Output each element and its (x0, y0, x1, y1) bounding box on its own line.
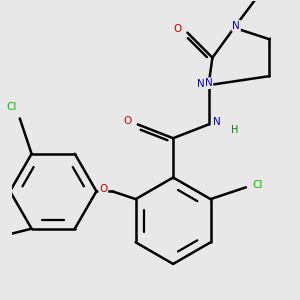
Text: Cl: Cl (7, 102, 17, 112)
Text: N: N (232, 21, 240, 31)
Text: N: N (214, 118, 221, 128)
Text: N: N (205, 78, 212, 88)
Text: O: O (173, 24, 182, 34)
Text: O: O (99, 184, 107, 194)
Text: H: H (231, 125, 239, 135)
Text: O: O (124, 116, 132, 125)
Text: N: N (197, 79, 205, 89)
Text: Cl: Cl (253, 180, 263, 190)
